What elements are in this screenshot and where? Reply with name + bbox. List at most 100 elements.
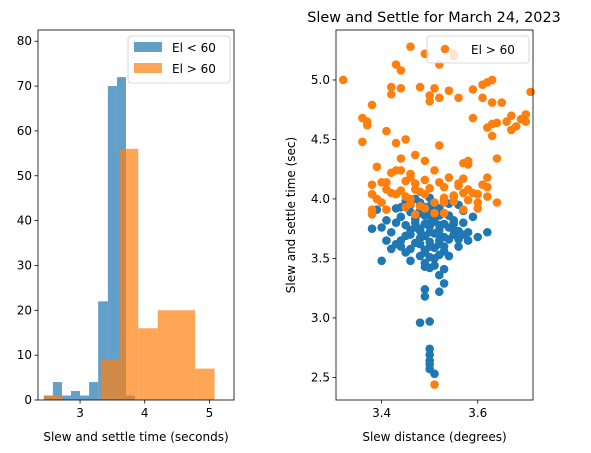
scatter-point-blue-100 [435,221,444,230]
hist-ytick-label: 40 [17,214,32,228]
scatter-point-orange-106 [416,188,425,197]
scatter-point-orange-33 [406,195,415,204]
scatter-point-blue-106 [392,218,401,227]
hist-bar-high-7 [176,310,195,400]
scatter-ytick-label: 4.0 [311,192,330,206]
scatter-point-orange-53 [435,94,444,103]
scatter-point-orange-91 [493,118,502,127]
scatter-point-orange-7 [368,180,377,189]
scatter-point-orange-38 [416,83,425,92]
scatter-point-orange-93 [497,98,506,107]
scatter-point-blue-18 [387,228,396,237]
scatter-point-blue-91 [406,257,415,266]
hist-ytick-label: 0 [24,393,32,407]
scatter-point-orange-95 [507,111,516,120]
scatter-point-orange-85 [483,173,492,182]
hist-bar-high-8 [195,369,214,400]
scatter-point-orange-3 [363,121,372,130]
hist-bar-low-7 [108,86,117,400]
hist-ytick-label: 50 [17,169,32,183]
scatter-point-blue-82 [416,318,425,327]
scatter-point-orange-0 [339,76,348,85]
scatter-point-orange-89 [488,132,497,141]
scatter-point-orange-90 [493,154,502,163]
histogram-panel: 3 4 501020304050607080Slew and settle time… [17,30,234,444]
hist-ytick-label: 80 [17,34,32,48]
scatter-ytick-label: 3.0 [311,311,330,325]
scatter-point-orange-87 [488,98,497,107]
scatter-point-orange-10 [368,210,377,219]
hist-ytick-label: 10 [17,348,32,362]
scatter-point-blue-61 [473,233,482,242]
scatter-xtick-label: 3.6 [468,406,487,420]
hist-legend-label-0: El < 60 [172,41,216,55]
scatter-point-blue-90 [421,262,430,271]
scatter-point-blue-111 [421,248,430,257]
scatter-point-orange-110 [483,192,492,201]
scatter-point-orange-78 [473,198,482,207]
scatter-point-orange-84 [483,183,492,192]
scatter-point-orange-104 [397,186,406,195]
hist-bar-low-3 [71,391,80,400]
scatter-point-orange-111 [401,135,410,144]
scatter-point-orange-97 [512,122,521,131]
scatter-point-blue-73 [382,216,391,225]
scatter-point-orange-107 [425,184,434,193]
scatter-point-blue-78 [440,279,449,288]
scatter-point-orange-100 [521,110,530,119]
scatter-point-blue-28 [445,235,454,244]
scatter-point-blue-104 [411,223,420,232]
scatter-point-orange-51 [430,380,439,389]
scatter-point-blue-63 [469,212,478,221]
scatter-point-orange-73 [469,114,478,123]
scatter-point-blue-89 [430,370,439,379]
hist-ytick-label: 30 [17,258,32,272]
scatter-legend-label: El > 60 [471,43,515,57]
scatter-point-blue-72 [368,224,377,233]
scatter-point-orange-46 [425,97,434,106]
scatter-legend: El > 60 [427,36,529,63]
scatter-point-blue-54 [377,223,386,232]
hist-xtick-label: 3 [76,406,84,420]
scatter-point-orange-20 [392,139,401,148]
hist-ytick-label: 60 [17,124,32,138]
scatter-point-orange-72 [464,196,473,205]
hist-bar-high-3 [101,360,120,400]
scatter-point-orange-5 [368,101,377,110]
scatter-point-blue-107 [449,220,458,229]
hist-ytick-label: 70 [17,79,32,93]
scatter-point-orange-12 [377,198,386,207]
scatter-point-orange-6 [373,163,382,172]
hist-legend-swatch-1 [134,63,162,73]
scatter-point-blue-49 [425,228,434,237]
hist-bar-high-5 [138,328,157,400]
hist-xtick-label: 4 [141,406,149,420]
scatter-point-orange-60 [445,86,454,95]
scatter-point-orange-35 [411,210,420,219]
scatter-point-orange-43 [421,204,430,213]
scatter-point-blue-81 [421,292,430,301]
scatter-point-blue-105 [401,232,410,241]
scatter-point-blue-52 [459,218,468,227]
scatter-legend-marker [441,45,450,54]
scatter-point-blue-56 [382,236,391,245]
scatter-point-blue-110 [440,242,449,251]
scatter-point-orange-24 [397,154,406,163]
hist-legend: El < 60 El > 60 [128,36,230,83]
scatter-point-blue-76 [445,252,454,261]
hist-bar-high-0 [44,396,63,400]
scatter-point-orange-102 [377,178,386,187]
scatter-point-orange-114 [459,159,468,168]
scatter-point-orange-31 [406,42,415,51]
scatter-point-orange-57 [440,209,449,218]
hist-bar-low-5 [89,382,98,400]
scatter-point-orange-16 [382,127,391,136]
scatter-xtick-label: 3.4 [372,406,391,420]
scatter-point-orange-81 [478,94,487,103]
hist-legend-label-1: El > 60 [172,62,216,76]
scatter-point-orange-65 [454,94,463,103]
hist-bar-low-2 [62,396,71,400]
scatter-point-orange-41 [421,157,430,166]
scatter-point-orange-92 [493,198,502,207]
